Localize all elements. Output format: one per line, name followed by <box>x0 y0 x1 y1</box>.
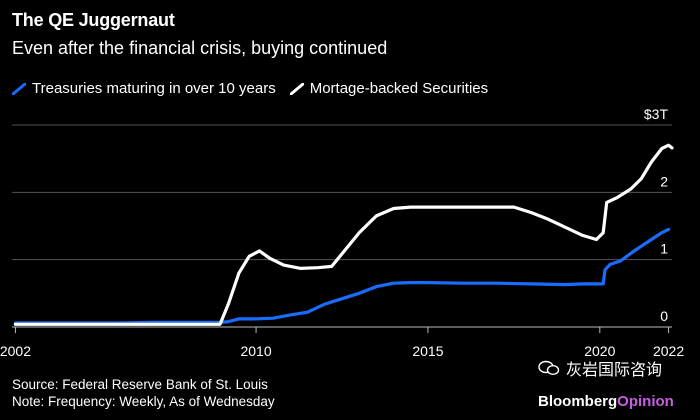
wechat-icon <box>538 360 560 376</box>
y-tick-label: $3T <box>644 106 669 122</box>
source-line: Source: Federal Reserve Bank of St. Loui… <box>12 377 268 392</box>
x-tick-label: 2020 <box>584 343 615 359</box>
chart-title: The QE Juggernaut <box>12 10 175 30</box>
legend-label-mbs: Mortage-backed Securities <box>309 80 489 97</box>
watermark: 灰岩国际咨询 <box>538 356 662 380</box>
brand-logo: BloombergOpinion <box>538 393 674 410</box>
y-tick-label: 0 <box>660 308 668 324</box>
legend-swatch-treasuries <box>12 82 26 95</box>
source-note: Source: Federal Reserve Bank of St. Loui… <box>12 376 275 410</box>
series-line-mbs <box>13 143 674 326</box>
x-tick-label: 2010 <box>240 343 271 359</box>
legend: Treasuries maturing in over 10 years Mor… <box>12 80 502 97</box>
x-tick-label: 2002 <box>0 343 31 359</box>
brand-part2: Opinion <box>617 393 674 410</box>
y-tick-label: 2 <box>660 173 668 189</box>
legend-item-mbs: Mortage-backed Securities <box>289 80 489 97</box>
chart-subtitle: Even after the financial crisis, buying … <box>12 38 388 58</box>
legend-label-treasuries: Treasuries maturing in over 10 years <box>32 80 276 97</box>
note-line: Note: Frequency: Weekly, As of Wednesday <box>12 394 275 409</box>
x-tick-label: 2022 <box>653 343 684 359</box>
legend-item-treasuries: Treasuries maturing in over 10 years <box>12 80 276 97</box>
brand-part1: Bloomberg <box>538 393 618 410</box>
x-tick-label: 2015 <box>412 343 443 359</box>
legend-swatch-mbs <box>289 82 304 95</box>
series-line-treasuries <box>13 227 671 325</box>
watermark-text: 灰岩国际咨询 <box>566 362 663 379</box>
y-tick-label: 1 <box>660 241 668 257</box>
